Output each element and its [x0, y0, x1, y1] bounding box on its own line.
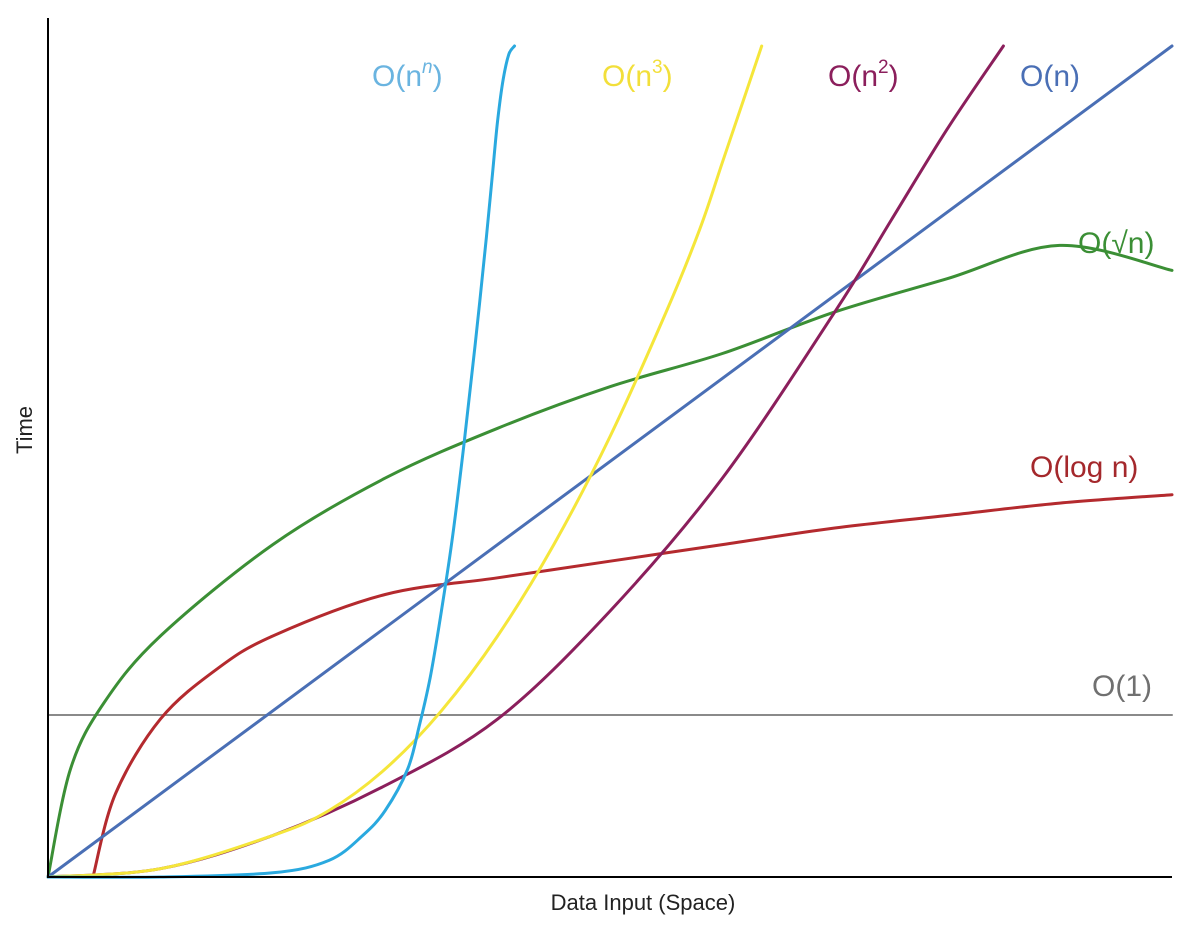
series-label-close: ): [663, 60, 673, 93]
series-label-close: ): [889, 60, 899, 93]
series-line-nn: [46, 44, 516, 879]
series-label-nn: O(nn): [372, 57, 443, 93]
series-line-sqrt: [46, 243, 1174, 879]
series-label-n: O(n): [1020, 60, 1080, 93]
series-label-superscript: 3: [652, 57, 663, 78]
series-label-base: O(√n): [1078, 227, 1154, 260]
series-label-close: ): [433, 60, 443, 93]
series-label-n3: O(n3): [602, 57, 673, 93]
series-label-base: O(log n): [1030, 451, 1138, 484]
series-label-base: O(n): [1020, 60, 1080, 93]
series-line-log: [91, 493, 1174, 879]
series-label-superscript: n: [422, 57, 433, 78]
series-label-const: O(1): [1092, 670, 1152, 703]
y-axis-title: Time: [12, 406, 37, 454]
x-axis-title: Data Input (Space): [551, 890, 736, 915]
series-label-superscript: 2: [878, 57, 889, 78]
label-layer: O(nn) O(n3) O(n2) O(n)O(√n)O(log n)O(1): [372, 57, 1154, 703]
series-label-base: O(n: [602, 60, 652, 93]
series-line-n: [46, 44, 1174, 879]
series-label-log: O(log n): [1030, 451, 1138, 484]
series-label-n2: O(n2): [828, 57, 899, 93]
series-layer: [46, 44, 1174, 879]
series-label-base: O(n: [372, 60, 422, 93]
series-label-base: O(1): [1092, 670, 1152, 703]
series-label-base: O(n: [828, 60, 878, 93]
series-line-n3: [46, 44, 764, 879]
series-line-n2: [46, 44, 1005, 879]
series-label-sqrt: O(√n): [1078, 227, 1154, 260]
